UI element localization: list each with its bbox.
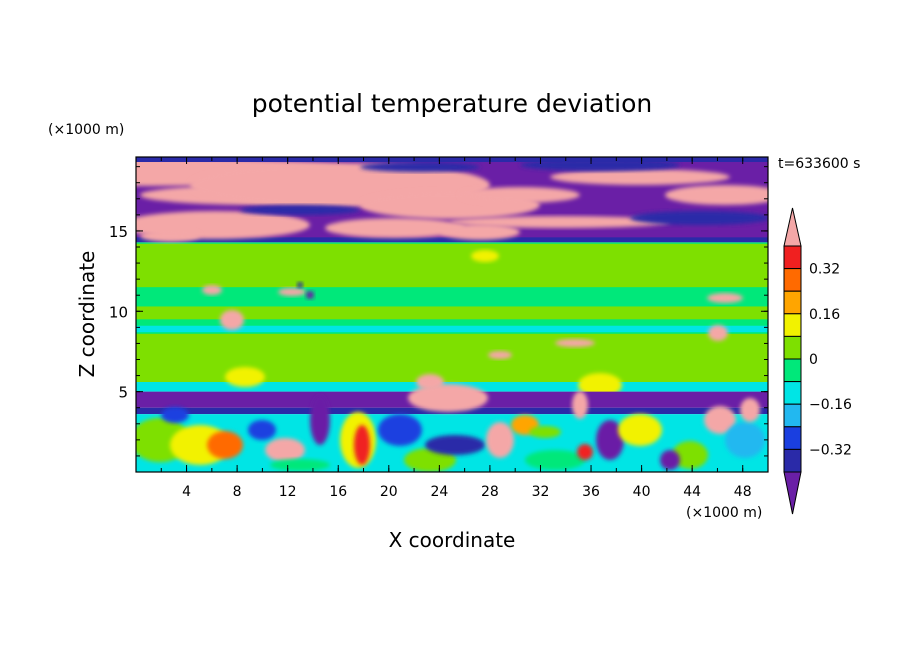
y-tick-label: 10: [109, 303, 128, 321]
x-tick-label: 40: [633, 484, 651, 500]
boundary-anomaly: [161, 407, 189, 423]
warm-streak-upper: [665, 185, 768, 205]
boundary-anomaly: [270, 459, 330, 471]
mid-anomaly: [471, 250, 499, 262]
boundary-anomaly: [525, 450, 585, 470]
x-axis-label: X coordinate: [389, 528, 516, 552]
boundary-anomaly: [425, 435, 485, 455]
boundary-anomaly: [572, 391, 588, 419]
band-upper-edge: [136, 237, 768, 243]
boundary-anomaly: [354, 425, 370, 465]
warm-streak-upper: [440, 224, 520, 240]
boundary-anomaly: [725, 422, 765, 458]
boundary-anomaly: [529, 426, 561, 438]
mid-anomaly: [297, 282, 303, 288]
mid-anomaly: [555, 339, 595, 347]
x-tick-label: 16: [329, 484, 347, 500]
boundary-anomaly: [660, 450, 680, 470]
boundary-anomaly: [704, 406, 736, 434]
boundary-anomaly: [310, 395, 330, 445]
colorbar-segment: [783, 245, 802, 270]
y-axis-label: Z coordinate: [75, 251, 99, 378]
warm-streak-upper: [325, 218, 465, 238]
warm-streak-upper: [450, 216, 670, 228]
cold-streak-upper: [240, 205, 360, 215]
mid-anomaly: [488, 351, 512, 359]
colorbar-tick-label: −0.16: [809, 397, 852, 413]
x-tick-label: 20: [380, 484, 398, 500]
colorbar-tick-label: 0.32: [809, 262, 840, 278]
boundary-anomaly: [486, 422, 514, 458]
band-upper-lightgreen: [136, 243, 768, 288]
x-unit-label: (×1000 m): [686, 505, 762, 521]
x-tick-label: 28: [481, 484, 499, 500]
mid-anomaly: [578, 373, 622, 397]
colorbar-segment: [783, 313, 802, 337]
boundary-anomaly: [378, 414, 422, 446]
boundary-anomaly: [265, 438, 305, 462]
chart-title: potential temperature deviation: [252, 89, 652, 118]
colorbar-tick-label: 0.16: [809, 307, 840, 323]
boundary-anomaly: [248, 420, 276, 440]
mid-anomaly: [306, 291, 314, 299]
boundary-anomaly: [740, 398, 760, 422]
plot-frame: [135, 156, 769, 473]
y-tick-label: 5: [118, 384, 128, 402]
boundary-anomaly: [618, 414, 662, 446]
mid-anomaly: [708, 325, 728, 341]
colorbar-segment: [783, 403, 802, 428]
colorbar-segment: [783, 358, 802, 383]
x-tick-label: 32: [532, 484, 550, 500]
cold-streak-upper: [360, 162, 480, 172]
x-tick-label: 12: [279, 484, 297, 500]
colorbar: 0.32 0.16 0 −0.16 −0.32: [783, 207, 852, 515]
warm-streak-upper: [460, 187, 580, 203]
band-thin-lightgreen: [136, 306, 768, 320]
x-tick-label: 24: [430, 484, 448, 500]
colorbar-segment: [783, 290, 802, 315]
x-tick-label: 4: [182, 484, 191, 500]
colorbar-segment: [783, 268, 802, 292]
colorbar-segment: [783, 448, 802, 473]
mid-anomaly: [220, 310, 244, 330]
colorbar-tick-label: −0.32: [809, 442, 852, 458]
boundary-anomaly: [207, 431, 243, 459]
cold-streak-upper: [630, 211, 768, 225]
boundary-anomaly: [596, 420, 624, 460]
mid-anomaly: [225, 367, 265, 387]
mid-anomaly: [202, 285, 222, 295]
x-tick-label: 44: [683, 484, 701, 500]
colorbar-segment: [783, 335, 802, 360]
y-tick-label: 15: [109, 223, 128, 241]
colorbar-segment: [783, 381, 802, 405]
band-cyan-streak: [136, 325, 768, 333]
top-edge-band: [136, 157, 768, 162]
x-tick-label: 8: [233, 484, 242, 500]
mid-anomaly: [278, 288, 306, 296]
colorbar-segment: [783, 426, 802, 450]
colorbar-top-triangle: [783, 207, 802, 247]
x-tick-label: 48: [734, 484, 752, 500]
mid-anomaly: [707, 293, 743, 303]
boundary-anomaly: [408, 384, 488, 412]
y-unit-label: (×1000 m): [48, 122, 124, 138]
warm-streak-upper: [550, 169, 730, 185]
time-label: t=633600 s: [778, 156, 860, 172]
x-tick-label: 36: [582, 484, 600, 500]
colorbar-bottom-triangle: [783, 471, 802, 515]
warm-streak-upper: [140, 230, 200, 242]
boundary-anomaly: [672, 441, 708, 469]
heatmap-field: [136, 157, 768, 472]
colorbar-tick-label: 0: [809, 352, 818, 368]
boundary-anomaly: [577, 444, 593, 460]
